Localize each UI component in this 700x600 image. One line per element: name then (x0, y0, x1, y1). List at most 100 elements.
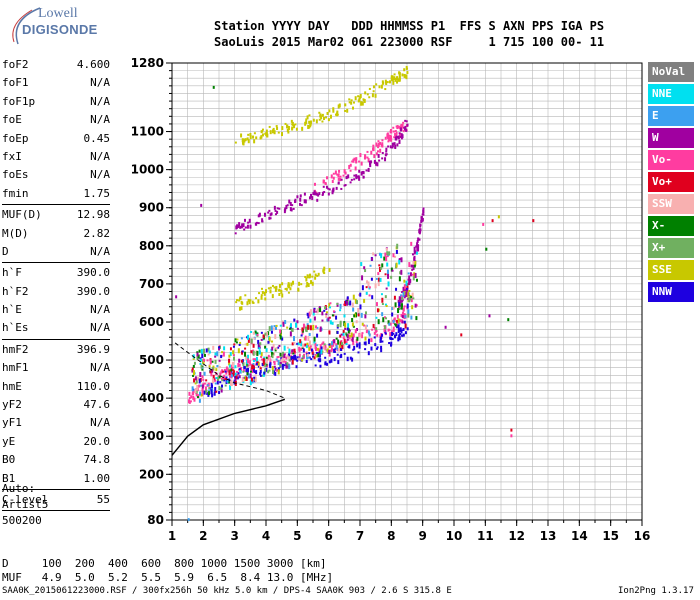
echo-point (351, 357, 354, 362)
echo-point (297, 289, 300, 292)
echo-point (388, 251, 391, 256)
echo-point (194, 376, 197, 381)
echo-point (350, 332, 353, 338)
echo-point (325, 313, 328, 316)
echo-point (397, 78, 400, 82)
echo-point (259, 367, 262, 370)
echo-point (400, 329, 403, 334)
echo-point (223, 346, 226, 351)
echo-point (403, 126, 406, 129)
echo-point (201, 387, 204, 391)
echo-point (234, 372, 237, 376)
echo-point (380, 293, 383, 296)
echo-point (327, 317, 330, 322)
echo-point (281, 293, 284, 298)
echo-point (291, 359, 294, 365)
echo-point (328, 349, 331, 354)
echo-point (305, 327, 308, 333)
echo-point (187, 400, 190, 404)
echo-point (337, 181, 340, 185)
x-tick-label: 13 (540, 529, 557, 543)
echo-point (370, 346, 373, 351)
echo-point (394, 130, 397, 133)
echo-point (247, 364, 250, 367)
param-row-foep: foEp 0.45 (2, 130, 110, 148)
echo-point (404, 323, 407, 329)
echo-point (353, 178, 356, 181)
x-tick-label: 3 (230, 529, 238, 543)
echo-point (298, 281, 301, 286)
echo-point (362, 175, 365, 179)
echo-point (365, 330, 368, 334)
echo-point (308, 196, 311, 200)
echo-point (407, 278, 410, 281)
echo-point (393, 317, 396, 322)
echo-point (368, 333, 371, 337)
echo-point (218, 391, 221, 395)
echo-point (254, 376, 257, 382)
echo-point (362, 99, 365, 102)
echo-point (351, 322, 354, 327)
echo-point (220, 355, 223, 359)
param-value: N/A (90, 244, 110, 258)
echo-point (331, 341, 334, 346)
echo-point (410, 296, 413, 299)
x-tick-label: 12 (508, 529, 525, 543)
echo-point (291, 349, 294, 353)
echo-point (327, 187, 330, 190)
echo-point (272, 327, 275, 331)
echo-point (188, 391, 191, 396)
echo-point (295, 365, 298, 369)
param-value: N/A (90, 113, 110, 127)
logo-swoosh-icon (12, 7, 41, 45)
echo-point (392, 332, 395, 335)
echo-point (249, 370, 252, 373)
echo-point (258, 349, 261, 355)
echo-point (253, 139, 256, 144)
echo-point (201, 384, 204, 389)
echo-point (268, 216, 271, 220)
param-value: N/A (90, 149, 110, 163)
echo-point (269, 286, 272, 289)
echo-point (369, 264, 372, 267)
echo-point (316, 274, 319, 277)
echo-point (380, 253, 383, 259)
scattered-echo (488, 314, 491, 318)
x-tick-label: 16 (634, 529, 651, 543)
echo-point (261, 362, 264, 366)
x-tick-label: 2 (199, 529, 207, 543)
echo-point (250, 377, 253, 382)
echo-point (366, 280, 369, 284)
echo-point (239, 341, 242, 344)
echo-point (361, 275, 364, 281)
param-label: B1 (2, 471, 16, 485)
echo-point (236, 376, 239, 380)
echo-point (208, 387, 211, 390)
echo-point (377, 142, 380, 147)
echo-point (254, 358, 257, 362)
echo-point (280, 132, 283, 137)
param-row-d: D N/A (2, 243, 110, 261)
echo-point (394, 144, 397, 148)
echo-point (393, 142, 396, 146)
muf-table-distance: D 100 200 400 600 800 1000 1500 3000 [km… (2, 557, 327, 570)
echo-point (222, 351, 225, 357)
echo-point (255, 370, 258, 375)
echo-point (375, 142, 378, 147)
echo-point (368, 87, 371, 90)
echo-point (337, 347, 340, 352)
echo-point (302, 355, 305, 358)
echo-point (389, 134, 392, 137)
echo-point (197, 354, 200, 359)
echo-point (320, 349, 323, 355)
echo-point (276, 359, 279, 362)
echo-point (343, 352, 346, 355)
echo-point (268, 125, 271, 128)
echo-point (385, 317, 388, 320)
echo-point (379, 148, 382, 153)
echo-point (332, 310, 335, 313)
param-value: N/A (90, 361, 110, 375)
echo-point (272, 343, 275, 348)
echo-point (385, 147, 388, 151)
echo-point (345, 342, 348, 345)
